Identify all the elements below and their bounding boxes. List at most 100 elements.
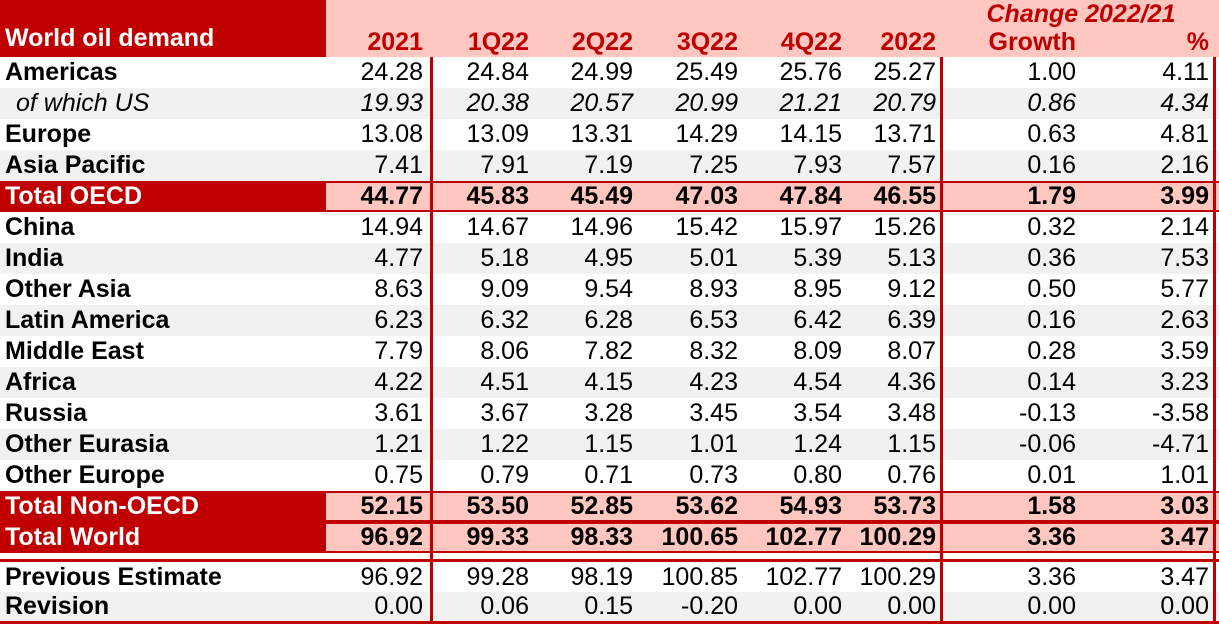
value-cell: 5.13 [849,243,943,274]
value-cell: 3.61 [374,399,423,427]
value-cell: 20.57 [536,88,640,119]
value-cell: -0.20 [640,592,745,621]
value-cell: 4.95 [536,243,640,274]
value-cell: 14.15 [779,120,842,148]
value-cell: 24.99 [570,58,633,86]
value-cell: 19.93 [326,88,430,119]
value-cell: -0.13 [1019,399,1076,427]
value-cell: 6.23 [326,305,430,336]
value-cell: 102.77 [765,562,842,591]
value-cell: 7.91 [430,150,536,181]
value-cell: 1.79 [943,181,1087,212]
value-cell: 7.25 [640,150,745,181]
value-cell: 4.54 [745,367,849,398]
value-cell: 7.53 [1087,243,1219,274]
value-cell: 53.73 [849,491,943,522]
value-cell: 0.00 [1087,592,1219,621]
value-cell: 0.76 [887,461,936,489]
value-cell: 2.14 [1160,213,1209,241]
value-cell: 1.15 [536,429,640,460]
value-cell: 15.97 [779,213,842,241]
value-cell: 1.22 [430,429,536,460]
value-cell: 1.01 [1160,461,1209,489]
value-cell: 1.24 [745,429,849,460]
row-label: India [0,243,326,274]
value-cell: 45.49 [536,181,640,212]
table-right-border [1213,57,1216,621]
value-cell: 5.18 [430,243,536,274]
value-cell: 0.14 [943,367,1087,398]
row-label: Africa [0,367,326,398]
value-cell: 1.21 [326,429,430,460]
value-cell: 98.33 [536,522,640,553]
value-cell: 100.65 [640,522,745,553]
value-cell: 0.00 [849,592,943,621]
value-cell: 3.48 [887,399,936,427]
value-cell: 99.28 [466,562,529,591]
value-cell: 20.99 [640,88,745,119]
value-cell: 47.03 [640,181,745,212]
value-cell: 21.21 [745,88,849,119]
value-cell: 7.57 [849,150,943,181]
value-cell: 6.53 [640,305,745,336]
column-header-percent: % [1087,28,1219,57]
value-cell: 102.77 [745,522,849,553]
value-cell: 14.29 [675,120,738,148]
value-cell: 0.75 [374,461,423,489]
value-cell: 100.85 [661,562,738,591]
value-cell: 14.94 [360,213,423,241]
value-cell: 46.55 [849,181,943,212]
value-cell: 1.00 [1027,58,1076,86]
value-cell: 0.15 [536,592,640,621]
value-cell: 96.92 [326,522,430,553]
value-cell: 0.36 [943,243,1087,274]
value-cell: 52.85 [536,491,640,522]
value-cell: 8.63 [374,275,423,303]
value-cell: 6.42 [745,305,849,336]
value-cell: 13.71 [873,120,936,148]
value-cell: 0.73 [689,461,738,489]
row-label: Europe [5,120,92,148]
row-label: Previous Estimate [5,562,222,591]
value-cell: 20.38 [430,88,536,119]
value-cell: 0.00 [326,592,430,621]
row-label: of which US [0,88,326,119]
value-cell: 4.23 [640,367,745,398]
header-pink-strip [326,0,943,28]
value-cell: 6.28 [536,305,640,336]
row-label: Other Asia [5,275,131,303]
value-cell: 4.15 [536,367,640,398]
column-header-2q22: 2Q22 [536,28,640,57]
column-divider-after-2021 [430,57,433,621]
value-cell: 3.36 [943,522,1087,553]
spacer-row [0,553,1219,559]
value-cell: 8.32 [689,337,738,365]
value-cell: 4.77 [326,243,430,274]
value-cell: 52.15 [326,491,430,522]
value-cell: 0.06 [430,592,536,621]
value-cell: 3.28 [584,399,633,427]
value-cell: 13.31 [570,120,633,148]
value-cell: 24.84 [466,58,529,86]
column-header-2021: 2021 [326,28,430,57]
value-cell: 25.49 [675,58,738,86]
value-cell: 45.83 [430,181,536,212]
value-cell: 0.00 [943,592,1087,621]
value-cell: 25.27 [873,58,936,86]
value-cell: 5.01 [640,243,745,274]
value-cell: 0.32 [1027,213,1076,241]
value-cell: 53.50 [430,491,536,522]
value-cell: 0.00 [745,592,849,621]
value-cell: 6.39 [849,305,943,336]
value-cell: 3.47 [1160,562,1209,591]
value-cell: 1.15 [849,429,943,460]
value-cell: 9.54 [584,275,633,303]
value-cell: 0.79 [480,461,529,489]
value-cell: 4.22 [326,367,430,398]
value-cell: 15.26 [873,213,936,241]
row-label: Other Eurasia [0,429,326,460]
value-cell: 7.93 [745,150,849,181]
value-cell: 7.19 [536,150,640,181]
column-header-2022: 2022 [849,28,943,57]
